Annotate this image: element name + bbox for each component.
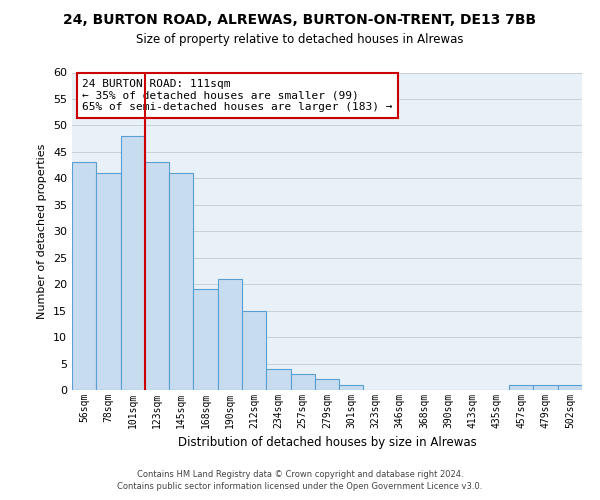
Bar [558, 384, 582, 390]
Bar [339, 384, 364, 390]
Y-axis label: Number of detached properties: Number of detached properties [37, 144, 47, 319]
Bar [145, 162, 169, 390]
Bar [533, 384, 558, 390]
Bar [315, 380, 339, 390]
Bar [193, 290, 218, 390]
Bar [509, 384, 533, 390]
Text: Contains public sector information licensed under the Open Government Licence v3: Contains public sector information licen… [118, 482, 482, 491]
Bar [72, 162, 96, 390]
X-axis label: Distribution of detached houses by size in Alrewas: Distribution of detached houses by size … [178, 436, 476, 450]
Bar [121, 136, 145, 390]
Bar [96, 173, 121, 390]
Bar [266, 369, 290, 390]
Text: 24, BURTON ROAD, ALREWAS, BURTON-ON-TRENT, DE13 7BB: 24, BURTON ROAD, ALREWAS, BURTON-ON-TREN… [64, 12, 536, 26]
Text: Size of property relative to detached houses in Alrewas: Size of property relative to detached ho… [136, 32, 464, 46]
Bar [169, 173, 193, 390]
Text: Contains HM Land Registry data © Crown copyright and database right 2024.: Contains HM Land Registry data © Crown c… [137, 470, 463, 479]
Bar [290, 374, 315, 390]
Text: 24 BURTON ROAD: 111sqm
← 35% of detached houses are smaller (99)
65% of semi-det: 24 BURTON ROAD: 111sqm ← 35% of detached… [82, 79, 392, 112]
Bar [218, 279, 242, 390]
Bar [242, 310, 266, 390]
